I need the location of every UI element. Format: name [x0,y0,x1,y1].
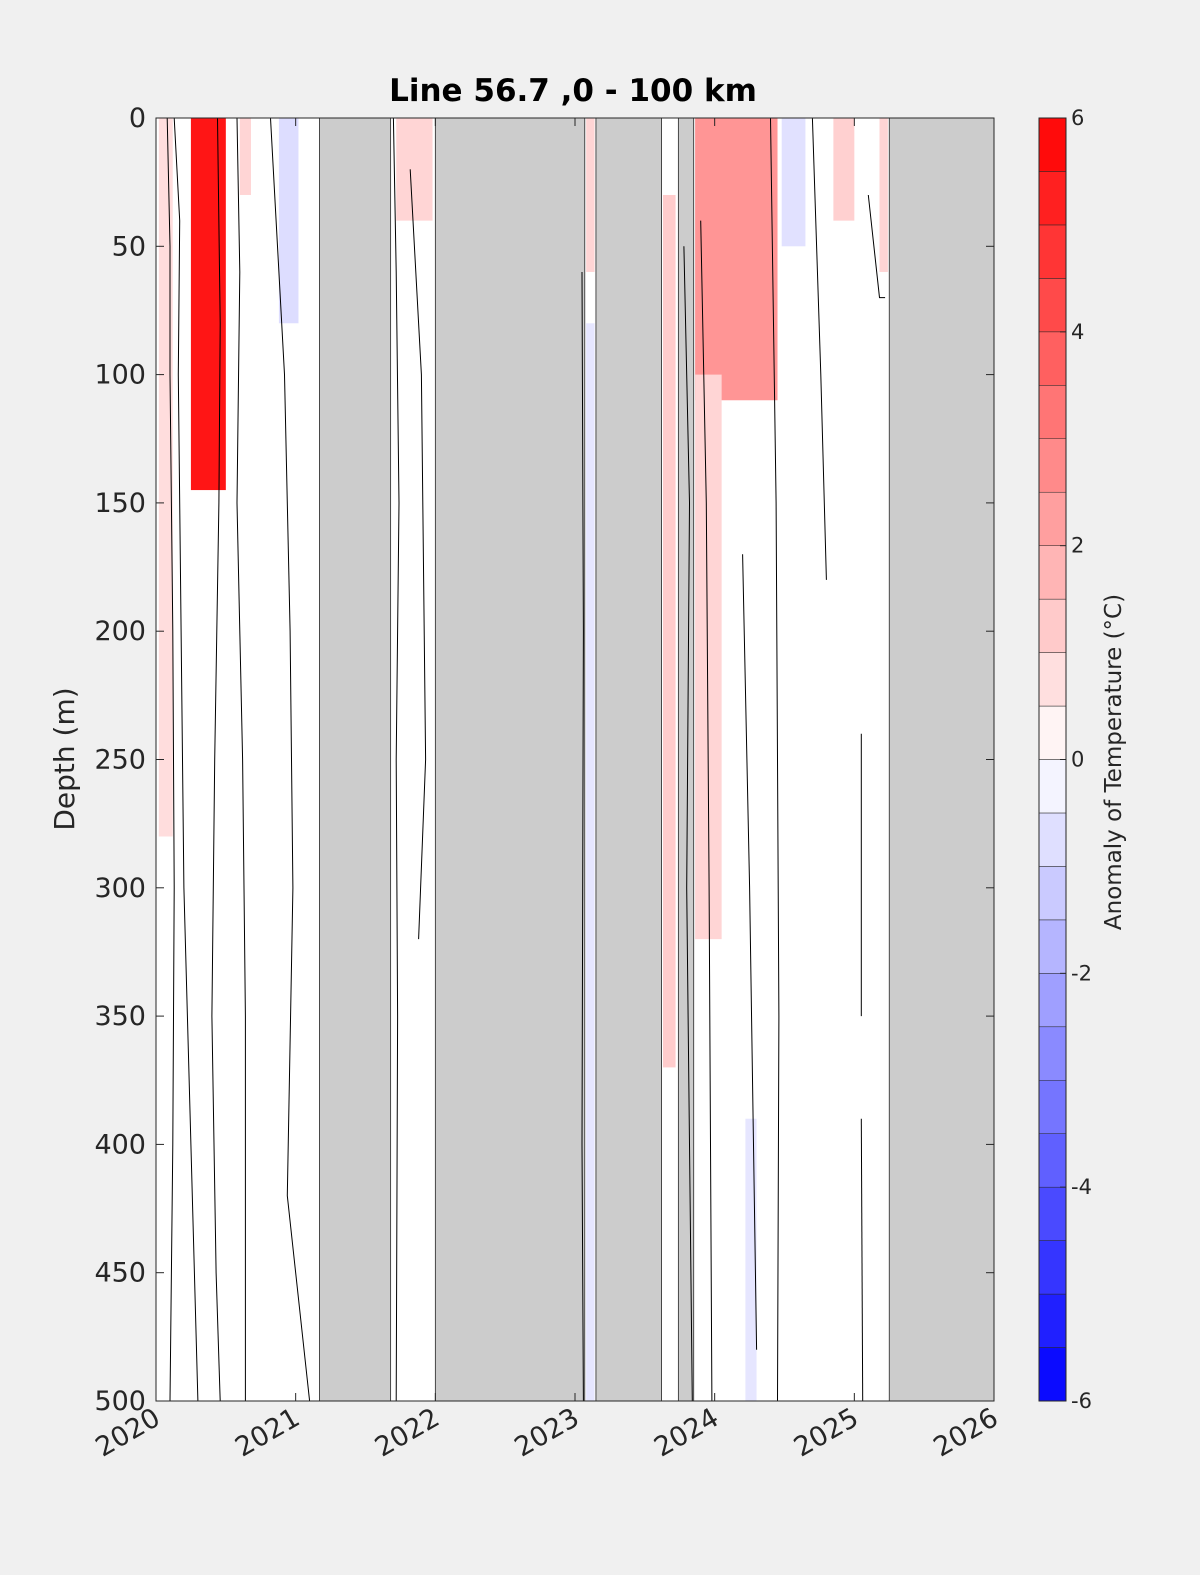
y-tick-label: 350 [94,1001,146,1032]
zero-contour-11 [770,117,780,1402]
y-axis-label: Depth (m) [48,687,81,830]
plot-area [155,117,995,1402]
zero-contour-9 [700,220,713,1402]
colorbar-tick-label: -6 [1071,1389,1092,1413]
colorbar [1038,117,1067,1402]
anomaly-patch-8 [695,118,778,401]
zero-contour-2 [211,117,221,1402]
chart-title: Line 56.7 ,0 - 100 km [389,73,757,109]
zero-contour-1 [173,117,199,1402]
colorbar-segment [1038,171,1067,226]
colorbar-segment [1038,1080,1067,1134]
anomaly-patch-12 [833,118,855,221]
colorbar-segment [1038,1186,1067,1241]
colorbar-segment [1038,1293,1067,1348]
colorbar-segment [1038,438,1067,493]
no-data-region-3 [677,117,695,1402]
zero-contour-3 [236,117,246,1401]
anomaly-patch-7 [662,194,676,1068]
zero-contour-15 [860,1118,864,1402]
x-tick-label: 2022 [370,1402,445,1463]
colorbar-segment [1038,598,1067,653]
zero-contours [166,117,886,1402]
y-tick-label: 300 [94,873,146,904]
y-tick-label: 50 [112,231,146,262]
colorbar-segment [1038,973,1067,1028]
colorbar-segment [1038,331,1067,386]
no-data-regions [319,117,995,1402]
no-data-region-2 [595,117,662,1402]
colorbar-segment [1038,224,1067,279]
colorbar-segment [1038,1347,1067,1402]
zero-contour-7 [581,271,584,1402]
colorbar-segment [1038,491,1067,546]
anomaly-patch-0 [190,118,226,491]
zero-contour-12 [811,117,827,580]
colorbar-segment [1038,812,1067,867]
anomaly-patch-5 [586,118,595,272]
y-axis: 0 50 100 150 200 250 300 350 400 450 500 [94,103,994,1417]
colorbar-label: Anomaly of Temperature (°C) [1101,594,1127,930]
anomaly-patch-1 [158,118,173,837]
y-tick-label: 250 [94,745,146,776]
colorbar-segment [1038,545,1067,600]
colorbar-tick-label: 4 [1071,320,1084,344]
x-tick-label: 2021 [230,1402,305,1463]
colorbar-tick-label: 0 [1071,748,1084,772]
no-data-region-1 [434,117,586,1402]
colorbar-segment [1038,705,1067,760]
colorbar-segment [1038,919,1067,974]
y-tick-label: 100 [94,360,146,391]
y-tick-label: 150 [94,488,146,519]
anomaly-patch-4 [396,118,433,221]
zero-contour-10 [742,554,758,1350]
anomaly-patches [158,118,888,1401]
zero-contour-4 [270,117,311,1402]
anomaly-patch-11 [781,118,806,247]
zero-contour-6 [409,169,427,940]
anomaly-patch-6 [586,323,595,1401]
anomaly-patch-14 [745,1118,757,1401]
x-tick-label: 2026 [928,1402,1003,1463]
colorbar-ticks: 6 4 2 0 -2 -4 -6 [1060,106,1092,1413]
x-tick-label: 2023 [509,1402,584,1463]
zero-contour-0 [166,117,175,1402]
x-tick-label: 2025 [789,1402,864,1463]
colorbar-segment [1038,278,1067,333]
colorbar-segment [1038,1133,1067,1188]
colorbar-segment [1038,117,1067,172]
anomaly-patch-3 [278,118,299,324]
colorbar-segment [1038,385,1067,439]
no-data-region-0 [319,117,392,1402]
colorbar-segment [1038,1026,1067,1081]
colorbar-tick-label: 6 [1071,106,1084,130]
no-data-region-4 [888,117,995,1402]
colorbar-tick-label: -4 [1071,1175,1092,1199]
y-tick-label: 500 [94,1386,146,1417]
zero-contour-5 [392,117,400,1402]
y-tick-label: 0 [129,103,146,134]
colorbar-segment [1038,652,1067,707]
y-tick-label: 400 [94,1129,146,1160]
anomaly-patch-13 [879,118,888,272]
zero-contour-8 [683,246,693,1402]
colorbar-segment [1038,759,1067,814]
y-tick-label: 200 [94,616,146,647]
anomaly-patch-2 [239,118,251,195]
colorbar-tick-label: 2 [1071,534,1084,558]
y-tick-label: 450 [94,1258,146,1289]
colorbar-segment [1038,866,1067,921]
colorbar-tick-label: -2 [1071,961,1092,985]
zero-contour-13 [867,194,886,299]
x-tick-label: 2024 [649,1402,724,1463]
colorbar-segment [1038,1240,1067,1295]
